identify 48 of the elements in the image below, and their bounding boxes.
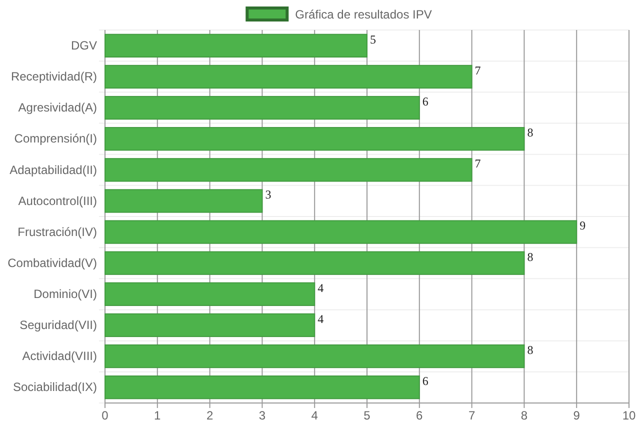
data-label: 8: [527, 342, 534, 357]
bar: [104, 251, 525, 275]
data-label: 4: [318, 312, 324, 326]
x-tick-label: 2: [206, 408, 214, 423]
data-label: 4: [318, 280, 324, 295]
data-label: 6: [422, 374, 428, 388]
bar: [104, 282, 316, 306]
bar: [104, 220, 578, 244]
data-label: 9: [580, 218, 586, 233]
y-tick-label: Actividad(VIII): [22, 349, 97, 364]
y-tick-label: Comprensión(I): [14, 132, 97, 146]
y-tick-label: Dominio(VI): [34, 286, 97, 301]
bar: [104, 127, 525, 151]
x-tick-label: 7: [468, 408, 476, 423]
y-tick-label: Agresividad(A): [18, 100, 97, 115]
data-label: 7: [474, 63, 481, 78]
x-tick-label: 6: [416, 408, 424, 423]
bar: [104, 64, 472, 89]
y-tick-label: Seguridad(VII): [20, 318, 97, 332]
bar: [104, 344, 525, 368]
data-label: 7: [474, 156, 481, 171]
x-tick-label: 3: [258, 408, 266, 423]
y-tick-label: Combatividad(V): [8, 256, 97, 270]
x-tick-label: 9: [573, 408, 580, 423]
data-label: 5: [370, 32, 376, 46]
bar: [104, 96, 420, 120]
data-label: 8: [527, 126, 534, 140]
data-label: 3: [265, 188, 272, 202]
bar: [104, 313, 316, 338]
bar: [104, 375, 420, 400]
y-tick-label: Adaptabilidad(II): [10, 162, 97, 177]
bar: [104, 189, 263, 213]
x-tick-label: 5: [364, 408, 371, 423]
y-tick-label: DGV: [70, 38, 97, 53]
legend-label: Gráfica de resultados IPV: [295, 8, 432, 22]
y-tick-label: Frustración(IV): [18, 224, 97, 239]
x-tick-label: 0: [102, 408, 109, 423]
x-tick-label: 4: [311, 408, 318, 423]
data-label: 6: [422, 94, 428, 108]
x-tick-label: 10: [622, 408, 636, 423]
y-tick-label: Sociabilidad(IX): [12, 380, 97, 394]
data-label: 8: [527, 250, 534, 264]
x-tick-label: 8: [520, 408, 528, 423]
bar: [104, 34, 368, 58]
y-tick-label: Autocontrol(III): [18, 194, 97, 208]
y-tick-label: Receptividad(R): [10, 70, 97, 84]
x-tick-label: 1: [154, 408, 162, 423]
bar: [104, 158, 472, 182]
